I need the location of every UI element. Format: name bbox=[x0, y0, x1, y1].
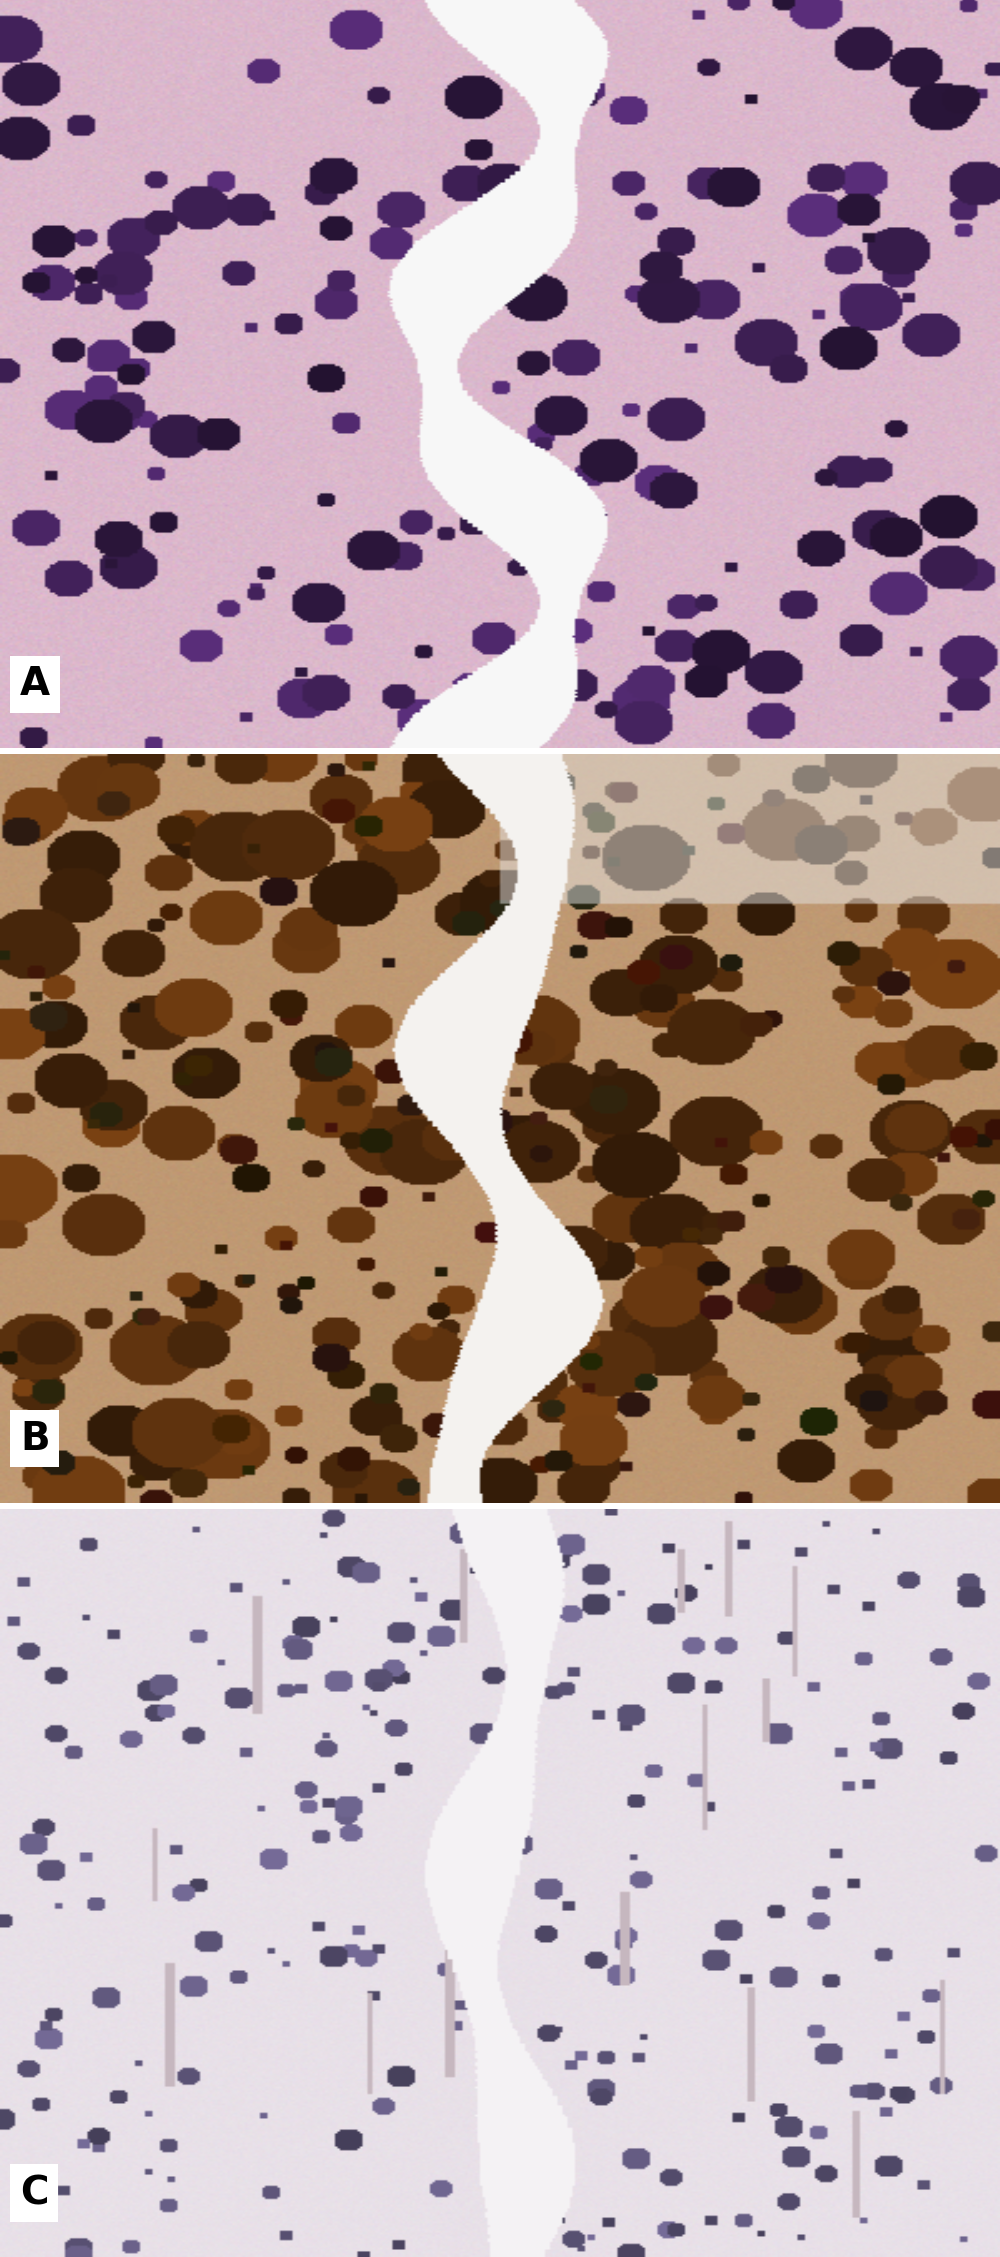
Text: B: B bbox=[20, 1420, 50, 1458]
Text: A: A bbox=[20, 666, 50, 704]
Text: C: C bbox=[20, 2173, 48, 2212]
